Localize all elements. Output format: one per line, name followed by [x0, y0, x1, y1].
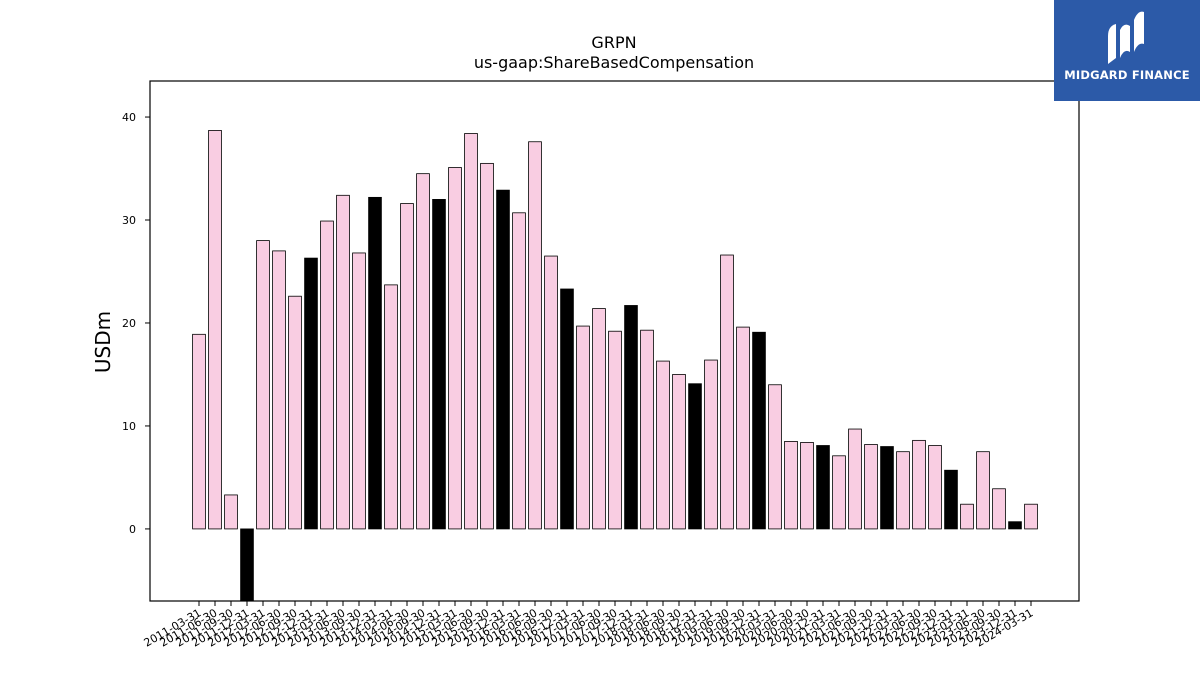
logo-text: MIDGARD FINANCE: [1064, 68, 1190, 82]
bar-2020-03-31: [768, 384, 782, 530]
y-tick-label: 0: [129, 523, 136, 536]
bar-2015-12-31: [496, 189, 510, 530]
chart-subtitle: us-gaap:ShareBasedCompensation: [474, 53, 754, 72]
bar-2014-09-30: [416, 173, 430, 530]
bar-2019-03-31: [704, 359, 718, 530]
bar-2020-09-30: [800, 442, 814, 530]
bar-2013-06-30: [336, 194, 350, 530]
y-tick-label: 10: [122, 420, 136, 433]
bar-2022-09-30: [928, 445, 942, 530]
bar-2021-03-31: [832, 455, 846, 530]
bar-2022-12-31: [944, 469, 958, 530]
bar-2014-03-31: [384, 284, 398, 530]
bar-2023-03-31: [960, 503, 974, 530]
bar-2012-06-30: [272, 250, 286, 530]
bar-2023-06-30: [976, 451, 990, 530]
bar-2023-12-31: [1008, 521, 1022, 530]
bar-2016-12-31: [560, 288, 574, 530]
bar-2014-06-30: [400, 203, 414, 530]
chart-title: GRPN: [591, 33, 636, 52]
midgard-logo-icon: [1108, 11, 1144, 64]
x-ticks-group: 2011-03-312011-06-302011-09-302011-12-31…: [142, 601, 1036, 650]
bar-2011-09-30: [224, 494, 238, 530]
bar-2024-03-31: [1024, 503, 1038, 530]
bar-2019-12-31: [752, 331, 766, 530]
bar-2014-12-31: [432, 199, 446, 530]
bar-2017-12-31: [624, 305, 638, 530]
y-tick-label: 20: [122, 317, 136, 330]
y-axis-label: USDm: [91, 311, 115, 373]
bar-2016-09-30: [544, 255, 558, 530]
bar-2019-09-30: [736, 326, 750, 530]
bar-2015-09-30: [480, 162, 494, 530]
bar-2018-03-31: [640, 329, 654, 530]
y-tick-label: 30: [122, 214, 136, 227]
bar-2016-06-30: [528, 141, 542, 530]
bar-2013-03-31: [320, 220, 334, 530]
bar-2011-12-31: [240, 528, 254, 602]
bars-group: [192, 130, 1038, 602]
bar-2015-03-31: [448, 167, 462, 530]
bar-2012-09-30: [288, 295, 302, 530]
bar-2021-09-30: [864, 444, 878, 530]
bar-2017-09-30: [608, 330, 622, 530]
bar-2020-06-30: [784, 440, 798, 530]
bar-2020-12-31: [816, 445, 830, 530]
bar-2011-03-31: [192, 333, 206, 530]
bar-2023-09-30: [992, 488, 1006, 530]
bar-2021-06-30: [848, 428, 862, 530]
bar-2011-06-30: [208, 130, 222, 530]
midgard-finance-logo: MIDGARD FINANCE: [1054, 0, 1200, 101]
bar-2022-03-31: [896, 451, 910, 530]
bar-2013-09-30: [352, 252, 366, 530]
bar-2015-06-30: [464, 133, 478, 530]
y-ticks-group: 0 10 20 30 40: [122, 111, 150, 536]
bar-2021-12-31: [880, 446, 894, 530]
bar-2013-12-31: [368, 196, 382, 530]
bar-2019-06-30: [720, 254, 734, 530]
bar-2012-12-31: [304, 257, 318, 530]
bar-2012-03-31: [256, 240, 270, 530]
bar-2016-03-31: [512, 212, 526, 530]
y-tick-label: 40: [122, 111, 136, 124]
bar-2018-12-31: [688, 383, 702, 530]
bar-2018-06-30: [656, 360, 670, 530]
plot-frame: [149, 80, 1080, 602]
bar-2017-06-30: [592, 308, 606, 530]
bar-2017-03-31: [576, 325, 590, 530]
bar-2018-09-30: [672, 374, 686, 530]
bar-2022-06-30: [912, 439, 926, 530]
